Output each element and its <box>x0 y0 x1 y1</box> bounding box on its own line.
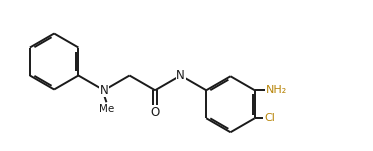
Text: N: N <box>100 84 108 97</box>
Text: H: H <box>177 68 184 77</box>
Text: Me: Me <box>99 104 114 114</box>
Text: N: N <box>176 69 185 82</box>
Text: O: O <box>150 106 160 119</box>
Text: Cl: Cl <box>264 113 275 123</box>
Text: NH₂: NH₂ <box>266 85 287 95</box>
